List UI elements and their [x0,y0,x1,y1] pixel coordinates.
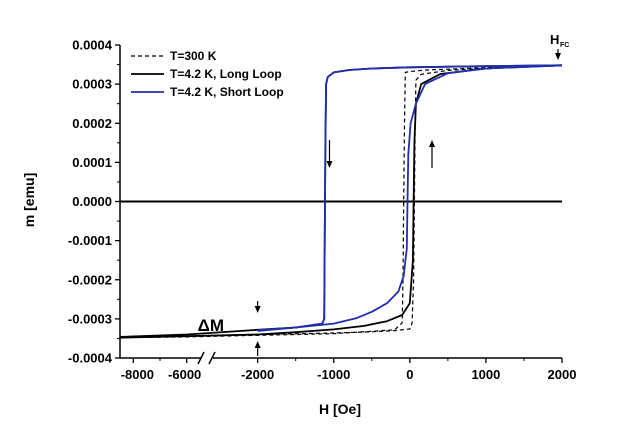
series-line-0-branch-1 [119,65,563,339]
annotation-hfc-label: H [550,32,559,47]
y-tick-label: 0.0000 [72,194,112,209]
y-tick-label: -0.0002 [68,272,112,287]
axis-break-mark [208,351,216,365]
y-tick-label: 0.0002 [72,116,112,131]
x-tick-label: -2000 [241,367,274,382]
legend-label-2: T=4.2 K, Short Loop [170,85,284,99]
annotation-hfc-arrow-head [555,53,561,60]
x-tick-label: 2000 [548,367,577,382]
annotations: H FC ΔM [198,32,569,356]
y-tick-label: 0.0004 [72,38,113,53]
series-line-2-branch-0 [257,64,563,332]
series-line-0-branch-0 [119,65,563,339]
legend: T=300 K T=4.2 K, Long Loop T=4.2 K, Short … [131,49,284,99]
y-tick-label: -0.0003 [68,311,112,326]
y-tick-label: 0.0001 [72,155,112,170]
x-tick-label: 1000 [471,367,500,382]
axis-break [197,351,216,365]
annotation-delta-m-arrow-up-head [254,341,261,348]
x-tick-label: -8000 [121,367,154,382]
axis-break-mark [197,351,205,365]
x-tick-label: -6000 [168,367,201,382]
series-line-2-branch-1 [257,64,563,332]
x-tick-label: -1000 [317,367,350,382]
annotation-hfc-subscript: FC [560,42,569,49]
series-group [119,64,563,339]
legend-label-1: T=4.2 K, Long Loop [170,67,282,81]
annotation-delta-m-label: ΔM [198,316,224,335]
x-tick-label: 0 [406,367,413,382]
annotation-descending-arrow-head [326,161,333,168]
series-line-1-branch-0 [119,64,563,339]
y-tick-label: 0.0003 [72,77,112,92]
annotation-ascending-arrow-head [429,140,435,147]
annotation-delta-m-arrow-down-head [254,306,261,313]
y-tick-label: -0.0004 [68,351,113,366]
y-axis-title: m [emu] [21,173,37,227]
y-tick-label: -0.0001 [68,233,112,248]
ticks-group: -0.0004 -0.0003 -0.0002 -0.0001 0.0000 0.0001… [68,38,577,383]
legend-label-0: T=300 K [170,49,217,63]
x-axis-title: H [Oe] [319,401,361,417]
